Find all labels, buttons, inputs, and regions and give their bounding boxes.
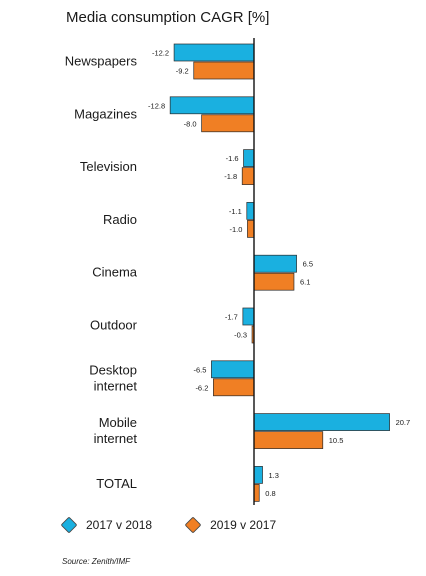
category-label: Desktop internet bbox=[89, 362, 137, 393]
category-label: Mobile internet bbox=[94, 415, 138, 446]
bar-series-2 bbox=[247, 220, 255, 238]
data-label: 6.5 bbox=[303, 260, 313, 269]
bar-series-2 bbox=[193, 61, 255, 80]
legend-item-series-2: 2019 v 2017 bbox=[184, 516, 277, 534]
bar-series-1 bbox=[242, 307, 255, 326]
data-label: -1.8 bbox=[224, 172, 237, 181]
bar-series-1 bbox=[253, 413, 390, 431]
bar-series-1 bbox=[243, 149, 255, 167]
data-label: -6.2 bbox=[195, 383, 208, 392]
data-label: -1.0 bbox=[230, 225, 243, 234]
bar-chart: Newspapers -12.2 -9.2 Magazines -12.8 -8.0 Tel… bbox=[65, 38, 411, 505]
bar-series-1 bbox=[211, 360, 255, 379]
data-label: 1.3 bbox=[269, 471, 279, 480]
category-label: Magazines bbox=[74, 106, 137, 121]
bar-series-1 bbox=[253, 254, 297, 273]
bar-series-2 bbox=[253, 431, 324, 449]
data-label: -9.2 bbox=[176, 67, 189, 76]
data-label: 6.1 bbox=[300, 278, 310, 287]
bar-series-1 bbox=[253, 466, 263, 484]
category-label: TOTAL bbox=[96, 476, 137, 491]
bar-series-2 bbox=[201, 114, 255, 133]
bar-series-2 bbox=[213, 378, 255, 397]
data-label: -0.3 bbox=[234, 331, 247, 340]
bar-series-1 bbox=[173, 43, 255, 62]
data-label: -12.8 bbox=[148, 101, 165, 110]
chart-title: Media consumption CAGR [%] bbox=[66, 9, 270, 26]
bar-series-1 bbox=[169, 96, 255, 115]
category-label: Outdoor bbox=[90, 318, 138, 333]
data-label: 20.7 bbox=[396, 418, 411, 427]
data-label: -1.6 bbox=[226, 154, 239, 163]
legend-label-series-1: 2017 v 2018 bbox=[86, 518, 153, 532]
category-label: Television bbox=[80, 159, 137, 174]
legend-swatch-series-1 bbox=[60, 516, 78, 534]
category-label: Newspapers bbox=[65, 54, 138, 69]
bar-series-2 bbox=[253, 484, 260, 502]
data-label: -12.2 bbox=[152, 49, 169, 58]
legend-item-series-1: 2017 v 2018 bbox=[60, 516, 153, 534]
legend-label-series-2: 2019 v 2017 bbox=[210, 518, 277, 532]
data-label: -8.0 bbox=[184, 119, 197, 128]
data-label: 10.5 bbox=[329, 436, 344, 445]
bar-series-2 bbox=[241, 167, 255, 185]
category-label: Cinema bbox=[92, 265, 138, 280]
bar-series-2 bbox=[253, 272, 295, 291]
data-label: -6.5 bbox=[193, 365, 206, 374]
legend: 2017 v 2018 2019 v 2017 bbox=[60, 516, 310, 534]
data-label: 0.8 bbox=[265, 489, 275, 498]
category-label: Radio bbox=[103, 212, 137, 227]
data-label: -1.1 bbox=[229, 207, 242, 216]
legend-swatch-series-2 bbox=[184, 516, 202, 534]
bar-series-1 bbox=[246, 202, 255, 220]
source-note: Source: Zenith/IMF bbox=[62, 557, 131, 566]
data-label: -1.7 bbox=[225, 313, 238, 322]
